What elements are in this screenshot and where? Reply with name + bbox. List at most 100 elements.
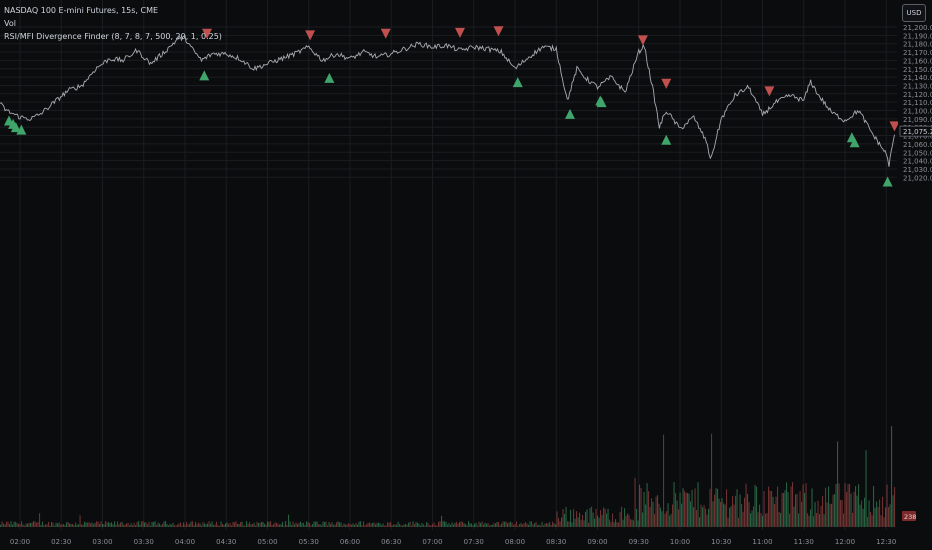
volume-bar bbox=[885, 507, 887, 527]
volume-bar bbox=[757, 512, 759, 527]
volume-bar bbox=[135, 525, 137, 527]
volume-bar bbox=[12, 524, 14, 527]
volume-bar bbox=[93, 524, 95, 527]
volume-bar bbox=[418, 523, 420, 527]
volume-bar bbox=[652, 501, 654, 527]
volume-bar bbox=[783, 493, 785, 527]
volume-bar bbox=[99, 523, 101, 527]
volume-bar bbox=[507, 523, 509, 527]
volume-bar bbox=[535, 522, 537, 527]
volume-bar bbox=[501, 523, 503, 527]
volume-bar bbox=[801, 501, 803, 527]
volume-bar bbox=[355, 522, 357, 527]
volume-bar bbox=[861, 500, 863, 527]
volume-bar bbox=[70, 524, 72, 527]
volume-bar bbox=[547, 523, 549, 527]
volume-bar bbox=[48, 521, 50, 527]
volume-bar bbox=[268, 522, 270, 527]
volume-indicator-label[interactable]: Vol bbox=[4, 19, 16, 28]
volume-bar bbox=[522, 524, 524, 527]
volume-bar bbox=[73, 525, 75, 527]
volume-bar bbox=[369, 522, 371, 527]
volume-bar bbox=[264, 523, 266, 527]
sell-signal-marker bbox=[455, 27, 465, 38]
volume-bar bbox=[675, 493, 677, 527]
volume-bar bbox=[703, 505, 705, 527]
volume-bar bbox=[52, 522, 54, 527]
symbol-title[interactable]: NASDAQ 100 E-mini Futures, 15s, CME bbox=[4, 6, 159, 15]
volume-bar bbox=[490, 524, 492, 527]
volume-bar bbox=[288, 514, 290, 527]
time-tick-label: 10:00 bbox=[670, 538, 690, 546]
volume-bar bbox=[361, 525, 363, 527]
currency-button[interactable]: USD bbox=[902, 4, 926, 22]
volume-bar bbox=[214, 524, 216, 527]
volume-bar bbox=[414, 524, 416, 527]
volume-bar bbox=[804, 492, 806, 527]
volume-bar bbox=[0, 524, 2, 527]
volume-bar bbox=[393, 524, 395, 527]
volume-bar bbox=[315, 521, 317, 527]
volume-bar bbox=[886, 484, 888, 527]
volume-bar bbox=[426, 522, 428, 527]
volume-bar bbox=[709, 488, 711, 527]
volume-bar bbox=[628, 514, 630, 527]
volume-bar bbox=[516, 521, 518, 527]
volume-bar bbox=[310, 525, 312, 527]
volume-bar bbox=[249, 522, 251, 527]
volume-bar bbox=[142, 521, 144, 527]
volume-bar bbox=[129, 525, 131, 527]
volume-bar bbox=[103, 524, 105, 527]
volume-bar bbox=[786, 482, 788, 527]
volume-bar bbox=[187, 524, 189, 527]
volume-bar bbox=[157, 522, 159, 527]
volume-bar bbox=[384, 525, 386, 527]
volume-bar bbox=[63, 523, 65, 527]
volume-bar bbox=[49, 525, 51, 527]
volume-bar bbox=[759, 504, 761, 527]
volume-bar bbox=[774, 504, 776, 527]
volume-bar bbox=[802, 484, 804, 527]
volume-bar bbox=[879, 499, 881, 527]
volume-bar bbox=[64, 525, 66, 527]
volume-bar bbox=[531, 521, 533, 527]
volume-bar bbox=[699, 517, 701, 527]
volume-value-label: 238 bbox=[904, 513, 916, 521]
volume-bar bbox=[15, 521, 17, 527]
volume-bar bbox=[169, 523, 171, 527]
volume-bar bbox=[432, 524, 434, 527]
chart-legend: NASDAQ 100 E-mini Futures, 15s, CME Vol … bbox=[4, 4, 222, 43]
volume-bar bbox=[496, 522, 498, 527]
volume-bar bbox=[741, 503, 743, 527]
volume-bar bbox=[604, 508, 606, 527]
volume-bar bbox=[888, 507, 890, 527]
volume-bar bbox=[210, 523, 212, 527]
volume-bar bbox=[793, 506, 795, 527]
price-tick-label: 21,060.00 bbox=[903, 141, 932, 149]
volume-bar bbox=[805, 483, 807, 527]
volume-bar bbox=[334, 524, 336, 527]
volume-bar bbox=[777, 486, 779, 527]
price-axis-panel bbox=[898, 0, 932, 550]
time-tick-label: 11:00 bbox=[752, 538, 772, 546]
volume-bar bbox=[655, 496, 657, 527]
volume-bar bbox=[136, 522, 138, 527]
volume-bar bbox=[225, 523, 227, 527]
volume-bar bbox=[300, 521, 302, 527]
volume-bar bbox=[853, 491, 855, 527]
volume-bar bbox=[265, 524, 267, 527]
volume-bar bbox=[175, 525, 177, 527]
volume-bar bbox=[231, 525, 233, 527]
volume-bar bbox=[9, 524, 11, 527]
volume-bar bbox=[114, 521, 116, 527]
volume-bar bbox=[37, 521, 39, 527]
volume-bar bbox=[513, 525, 515, 527]
volume-bar bbox=[243, 525, 245, 527]
volume-bar bbox=[354, 524, 356, 527]
divergence-indicator-label[interactable]: RSI/MFI Divergence Finder (8, 7, 8, 7, 5… bbox=[4, 32, 222, 41]
volume-bar bbox=[729, 507, 731, 527]
volume-bar bbox=[858, 484, 860, 527]
volume-bar bbox=[538, 524, 540, 527]
